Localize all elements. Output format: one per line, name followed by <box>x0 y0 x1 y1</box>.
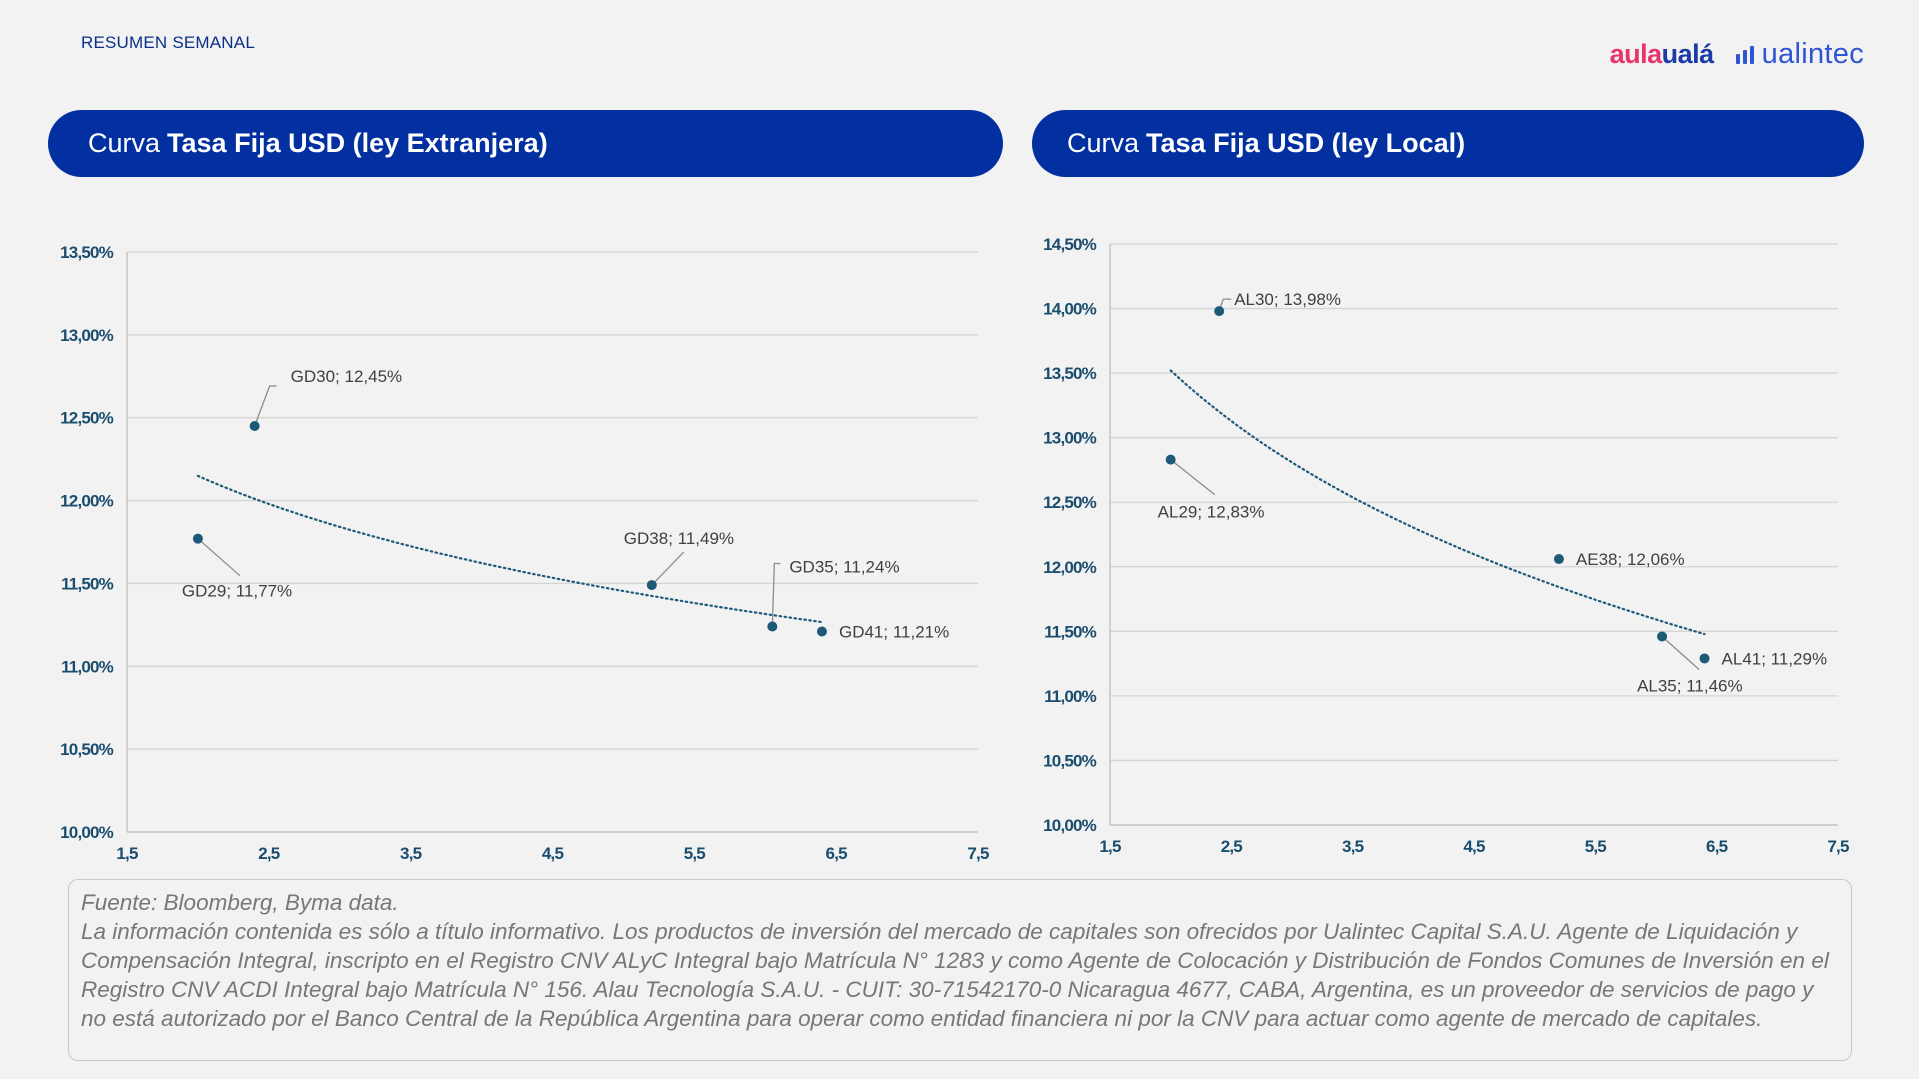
data-label: GD38; 11,49% <box>624 529 734 548</box>
uala-logo-part: ualá <box>1661 39 1715 69</box>
leader-line <box>1170 459 1216 496</box>
x-tick-label: 7,5 <box>1827 837 1849 856</box>
left-title-bold: Tasa Fija USD (ley Extranjera) <box>167 128 548 158</box>
y-tick-label: 12,00% <box>60 492 114 511</box>
leader-line <box>1661 636 1700 670</box>
x-tick-label: 1,5 <box>116 844 138 863</box>
left-panel-title: Curva Tasa Fija USD (ley Extranjera) <box>48 110 1003 177</box>
data-point <box>816 626 827 637</box>
x-tick-label: 4,5 <box>542 844 564 863</box>
y-tick-label: 12,00% <box>1043 558 1097 577</box>
bars-icon <box>1735 45 1754 64</box>
x-tick-label: 5,5 <box>1585 837 1607 856</box>
y-tick-label: 11,50% <box>1044 622 1097 641</box>
y-tick-label: 11,50% <box>61 574 114 593</box>
y-tick-label: 13,00% <box>60 326 114 345</box>
disclaimer-text: La información contenida es sólo a títul… <box>81 919 1829 1031</box>
y-tick-label: 10,50% <box>60 740 114 759</box>
data-label: AL29; 12,83% <box>1158 503 1265 522</box>
data-point <box>192 533 203 544</box>
leader-line <box>651 551 685 586</box>
y-tick-label: 13,50% <box>1043 364 1097 383</box>
y-tick-label: 10,50% <box>1043 751 1097 770</box>
data-label: AE38; 12,06% <box>1576 550 1685 569</box>
y-tick-label: 12,50% <box>60 409 114 428</box>
x-tick-label: 7,5 <box>967 844 989 863</box>
data-point <box>1214 306 1225 317</box>
right-title-bold: Tasa Fija USD (ley Local) <box>1146 128 1466 158</box>
aulauala-logo: aulaualá <box>1609 39 1715 70</box>
right-title-prefix: Curva <box>1067 128 1140 158</box>
right-panel-title: Curva Tasa Fija USD (ley Local) <box>1032 110 1864 177</box>
leader-line <box>197 538 241 577</box>
data-label: AL30; 13,98% <box>1234 290 1341 309</box>
y-tick-label: 11,00% <box>61 657 114 676</box>
x-tick-label: 2,5 <box>1221 837 1243 856</box>
left-title-prefix: Curva <box>88 128 161 158</box>
x-tick-label: 3,5 <box>400 844 422 863</box>
y-tick-label: 12,50% <box>1043 493 1097 512</box>
y-tick-label: 13,00% <box>1043 429 1097 448</box>
aula-logo-part: aula <box>1609 39 1663 69</box>
y-tick-label: 14,50% <box>1043 235 1097 254</box>
data-point <box>646 580 657 591</box>
y-tick-label: 14,00% <box>1043 300 1097 319</box>
data-point <box>1553 554 1564 565</box>
data-label: GD35; 11,24% <box>789 558 899 577</box>
trendline <box>1169 369 1706 636</box>
data-label: AL41; 11,29% <box>1722 649 1828 668</box>
ualintec-logo-text: ualintec <box>1761 38 1864 70</box>
ualintec-logo: ualintec <box>1735 38 1864 71</box>
data-label: AL35; 11,46% <box>1637 676 1743 695</box>
source-note: Fuente: Bloomberg, Byma data. <box>81 890 399 915</box>
x-tick-label: 1,5 <box>1099 837 1121 856</box>
disclaimer-box: Fuente: Bloomberg, Byma data. La informa… <box>68 879 1852 1061</box>
x-tick-label: 6,5 <box>826 844 848 863</box>
y-tick-label: 13,50% <box>60 243 114 262</box>
y-tick-label: 10,00% <box>60 823 114 842</box>
data-point <box>1657 631 1668 642</box>
x-tick-label: 2,5 <box>258 844 280 863</box>
x-tick-label: 3,5 <box>1342 837 1364 856</box>
trendline <box>196 474 824 624</box>
data-point <box>1165 454 1176 465</box>
data-point <box>249 421 260 431</box>
report-label: RESUMEN SEMANAL <box>81 33 255 52</box>
logos: aulaualá ualintec <box>1610 38 1864 71</box>
data-point <box>1699 653 1710 664</box>
y-tick-label: 10,00% <box>1043 816 1097 835</box>
leader-line <box>254 385 277 427</box>
x-tick-label: 4,5 <box>1463 837 1485 856</box>
y-tick-label: 11,00% <box>1044 687 1097 706</box>
x-tick-label: 5,5 <box>684 844 706 863</box>
data-label: GD41; 11,21% <box>839 622 949 641</box>
leader-line <box>771 562 781 627</box>
x-tick-label: 6,5 <box>1706 837 1728 856</box>
data-point <box>767 621 778 632</box>
data-label: GD30; 12,45% <box>291 367 403 386</box>
data-label: GD29; 11,77% <box>182 582 292 601</box>
